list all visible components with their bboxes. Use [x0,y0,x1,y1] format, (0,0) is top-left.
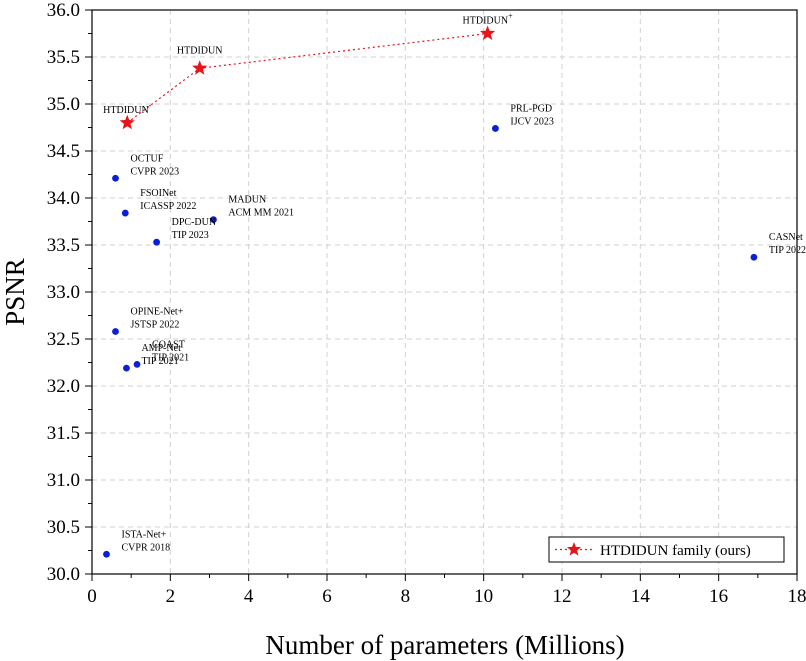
grid-lines [92,10,797,574]
y-tick-label: 31.5 [47,423,80,444]
method-point [133,360,141,368]
x-axis-title: Number of parameters (Millions) [265,630,624,660]
x-tick-label: 0 [87,586,97,607]
legend: HTDIDUN family (ours) [548,536,785,563]
data-series [103,25,758,558]
point-label: HTDIDUN [177,45,223,56]
legend-label: HTDIDUN family (ours) [600,543,751,559]
y-tick-label: 30.5 [47,517,80,538]
axes: 0 2 4 6 8 10 12 14 16 18 30.0 30.5 31.0 31.5 32.0 32.5 3… [47,0,806,607]
ours-star-point [192,60,208,75]
x-tick-label: 2 [166,586,176,607]
x-tick-label: 14 [631,586,651,607]
x-tick-label: 16 [709,586,728,607]
y-tick-label: 32.5 [47,329,80,350]
x-tick-label: 18 [788,586,806,607]
point-label: CASNet TIP 2022 [769,232,806,256]
ours-star-point [119,114,135,130]
y-tick-label: 30.0 [47,564,80,585]
y-tick-label: 34.0 [47,188,80,209]
y-tick-label: 34.5 [47,141,80,162]
method-point [750,253,758,261]
point-label: PRL-PGD IJCV 2023 [510,103,553,127]
point-label: OPINE-Net+ JSTSP 2022 [131,306,184,330]
point-label: FSOINet ICASSP 2022 [140,188,196,212]
y-tick-label: 31.0 [47,470,80,491]
y-tick-label: 33.0 [47,282,80,303]
method-point [112,328,119,335]
x-tick-label: 8 [401,586,411,607]
method-point [121,209,129,217]
method-point [492,125,499,132]
point-label: MADUN ACM MM 2021 [228,195,294,219]
method-point [103,550,110,558]
point-label: HTDIDUN+ [463,12,514,27]
point-label: ISTA-Net+ CVPR 2018 [121,529,170,553]
legend-box [548,536,785,563]
point-label: OCTUF CVPR 2023 [131,153,180,177]
y-tick-label: 35.5 [47,47,80,68]
method-point [210,216,217,224]
method-point [123,364,130,372]
point-label: DPC-DUN TIP 2023 [172,217,216,241]
point-label: AMP-Net TIP 2021 [141,343,181,367]
y-tick-label: 35.0 [47,94,80,115]
y-tick-label: 32.0 [47,376,80,397]
method-point [112,174,119,182]
x-tick-label: 4 [244,586,254,607]
point-label: COAST TIP 2021 [152,339,189,363]
point-label: HTDIDUN- [103,101,152,116]
x-tick-label: 6 [322,586,332,607]
y-axis-title: PSNR [0,258,30,326]
ours-star-point [479,25,496,40]
x-tick-label: 10 [474,586,493,607]
y-tick-label: 36.0 [47,0,80,21]
legend-star-marker [566,542,582,556]
x-tick-label: 12 [553,586,572,607]
point-labels: HTDIDUN- HTDIDUN HTDIDUN+ OCTUF CVPR 2023 FSO… [103,12,806,554]
method-point [153,238,161,246]
y-tick-label: 33.5 [47,235,80,256]
